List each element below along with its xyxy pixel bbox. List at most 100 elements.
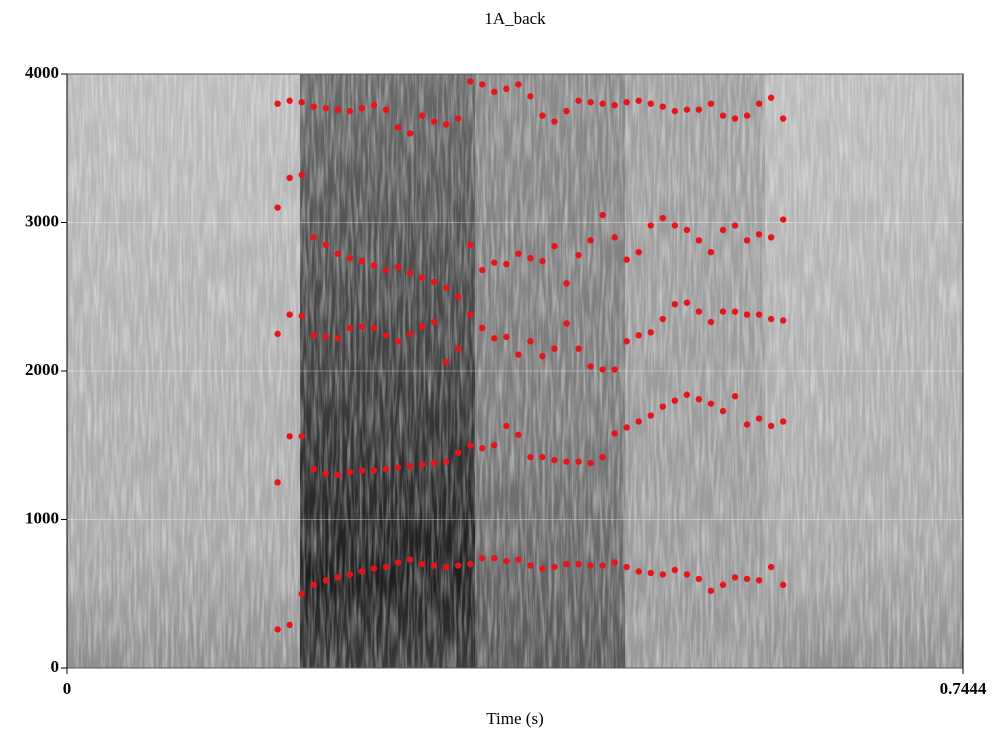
formant-point	[611, 430, 618, 437]
formant-point	[298, 433, 305, 440]
formant-point	[587, 237, 594, 244]
formant-point	[623, 99, 630, 106]
formant-point	[659, 214, 667, 222]
formant-point	[659, 571, 667, 578]
formant-point	[551, 345, 558, 352]
formant-point	[659, 315, 667, 323]
formant-point	[743, 237, 751, 244]
formant-point	[695, 237, 703, 244]
formant-point	[575, 97, 582, 104]
formant-point	[479, 554, 486, 562]
formant-point	[731, 574, 739, 581]
formant-point	[430, 278, 438, 286]
formant-point	[286, 433, 293, 440]
formant-point	[731, 393, 739, 400]
formant-point	[731, 115, 739, 122]
formant-point	[418, 112, 426, 119]
formant-point	[503, 260, 510, 268]
formant-point	[539, 112, 546, 119]
formant-point	[779, 581, 787, 589]
formant-point	[479, 81, 486, 88]
formant-point	[479, 445, 486, 452]
formant-point	[454, 345, 462, 352]
formant-point	[418, 560, 426, 568]
formant-point	[322, 577, 329, 584]
formant-point	[454, 449, 462, 456]
formant-point	[491, 442, 498, 449]
formant-point	[286, 311, 293, 318]
formant-point	[755, 577, 763, 584]
formant-point	[743, 421, 751, 428]
formant-point	[635, 249, 642, 256]
x-tick-label: 0.7444	[940, 679, 987, 698]
formant-point	[515, 351, 522, 358]
formant-point	[394, 124, 402, 131]
formant-point	[767, 94, 775, 101]
formant-point	[671, 222, 679, 229]
formant-point	[635, 97, 642, 104]
formant-point	[527, 453, 534, 461]
formant-point	[647, 412, 654, 419]
formant-point	[779, 418, 787, 425]
formant-point	[467, 560, 474, 568]
formant-point	[623, 424, 630, 431]
formant-point	[575, 458, 582, 465]
x-axis-label: Time (s)	[486, 709, 543, 728]
spectrogram	[67, 74, 963, 668]
y-tick-label: 1000	[25, 508, 59, 527]
formant-point	[587, 562, 594, 569]
formant-point	[442, 458, 450, 465]
formant-point	[767, 563, 775, 571]
formant-point	[671, 566, 679, 574]
formant-point	[719, 226, 727, 234]
formant-point	[671, 300, 679, 308]
formant-point	[587, 363, 594, 370]
formant-point	[779, 317, 787, 324]
formant-point	[563, 458, 570, 465]
formant-point	[286, 621, 293, 629]
formant-point	[370, 565, 378, 572]
formant-point	[442, 121, 450, 128]
formant-point	[587, 459, 594, 467]
formant-point	[298, 99, 305, 106]
formant-point	[382, 266, 390, 274]
formant-point	[539, 565, 546, 572]
formant-point	[322, 104, 329, 112]
formant-point	[539, 257, 546, 265]
formant-point	[274, 204, 281, 211]
formant-point	[454, 115, 462, 122]
formant-point	[491, 88, 498, 96]
formant-point	[599, 211, 606, 219]
formant-point	[515, 250, 522, 257]
formant-point	[611, 559, 618, 566]
formant-point	[755, 415, 763, 422]
formant-point	[527, 254, 534, 262]
formant-point	[467, 442, 474, 449]
formant-point	[563, 320, 570, 327]
formant-point	[599, 366, 606, 373]
formant-point	[599, 453, 606, 461]
formant-point	[334, 335, 342, 342]
formant-point	[551, 563, 558, 571]
formant-point	[551, 456, 558, 464]
formant-point	[755, 100, 763, 107]
formant-point	[707, 587, 715, 594]
formant-point	[298, 171, 305, 179]
formant-point	[527, 562, 534, 569]
formant-point	[346, 107, 354, 115]
formant-point	[563, 280, 570, 287]
formant-point	[394, 464, 402, 471]
formant-point	[599, 100, 606, 107]
formant-point	[418, 274, 426, 281]
formant-point	[346, 468, 354, 476]
formant-point	[515, 431, 522, 439]
formant-point	[334, 250, 342, 257]
formant-point	[286, 97, 293, 104]
formant-point	[767, 422, 775, 430]
formant-point	[479, 324, 486, 332]
formant-point	[707, 100, 715, 107]
formant-point	[767, 234, 775, 241]
formant-point	[647, 100, 654, 107]
y-tick-label: 4000	[25, 63, 59, 82]
formant-point	[394, 263, 402, 271]
